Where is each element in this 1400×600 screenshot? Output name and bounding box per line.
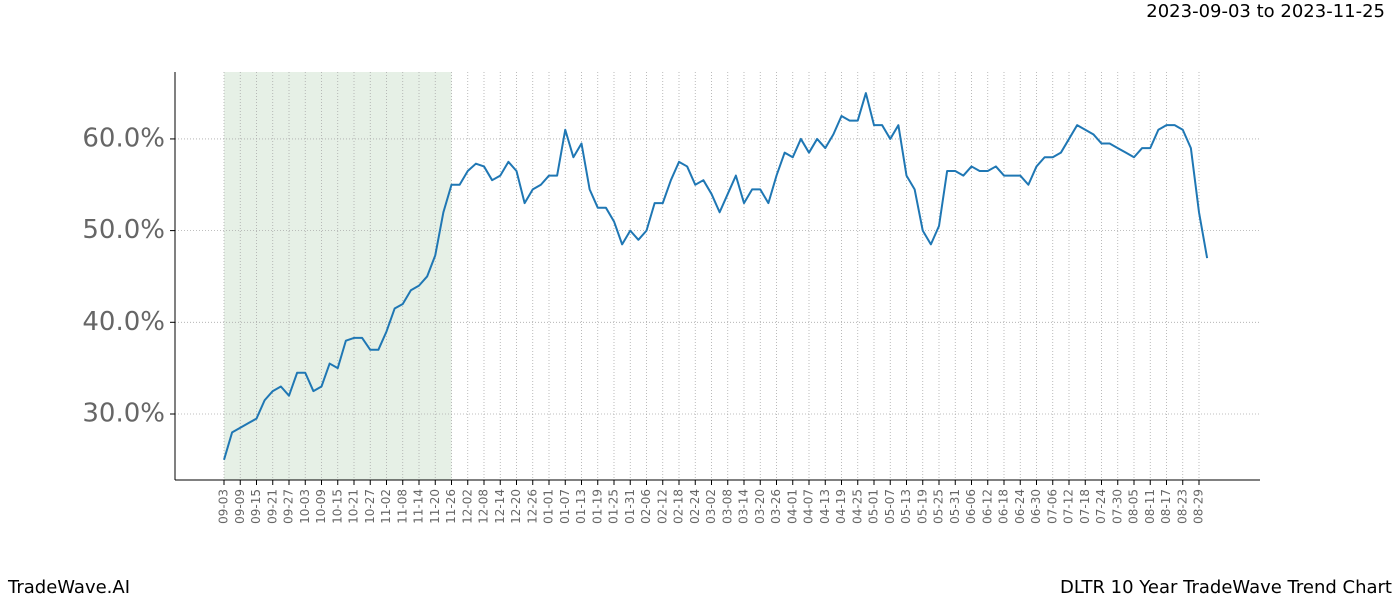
x-tick-label: 03-26 bbox=[769, 489, 783, 524]
series-line bbox=[223, 92, 1209, 461]
x-tick-label: 11-26 bbox=[444, 489, 458, 524]
x-tick-label: 03-20 bbox=[753, 489, 767, 524]
watermark: TradeWave.AI bbox=[7, 577, 130, 598]
x-tick-label: 10-21 bbox=[347, 489, 361, 524]
x-tick-label: 08-29 bbox=[1192, 489, 1206, 524]
x-tick-label: 08-05 bbox=[1127, 489, 1141, 524]
x-tick-label: 02-18 bbox=[672, 489, 686, 524]
x-tick-label: 06-06 bbox=[964, 489, 978, 524]
x-tick-label: 07-18 bbox=[1078, 489, 1092, 524]
x-tick-label: 01-25 bbox=[607, 489, 621, 524]
x-tick-label: 01-31 bbox=[623, 489, 637, 524]
x-tick-label: 02-06 bbox=[639, 489, 653, 524]
x-tick-label: 02-24 bbox=[688, 489, 702, 524]
x-tick-label: 05-07 bbox=[883, 489, 897, 524]
x-tick-label: 04-07 bbox=[802, 489, 816, 524]
x-tick-label: 03-02 bbox=[704, 489, 718, 524]
x-tick-label: 04-19 bbox=[834, 489, 848, 524]
x-tick-label: 03-14 bbox=[737, 489, 751, 524]
x-tick-label: 08-23 bbox=[1175, 489, 1189, 524]
x-tick-label: 11-02 bbox=[379, 489, 393, 524]
chart-title: DLTR 10 Year TradeWave Trend Chart bbox=[1060, 577, 1392, 598]
x-tick-label: 11-14 bbox=[412, 489, 426, 524]
x-tick-label: 12-26 bbox=[525, 489, 539, 524]
x-tick-label: 04-13 bbox=[818, 489, 832, 524]
x-tick-label: 08-11 bbox=[1143, 489, 1157, 524]
x-tick-label: 04-01 bbox=[785, 489, 799, 524]
x-tick-label: 01-01 bbox=[542, 489, 556, 524]
x-tick-label: 01-13 bbox=[574, 489, 588, 524]
y-tick-label: 60.0% bbox=[82, 123, 165, 153]
x-tick-label: 12-08 bbox=[477, 489, 491, 524]
x-tick-label: 08-17 bbox=[1159, 489, 1173, 524]
x-tick-label: 06-30 bbox=[1029, 489, 1043, 524]
x-tick-label: 06-18 bbox=[997, 489, 1011, 524]
x-tick-label: 03-08 bbox=[720, 489, 734, 524]
x-tick-label: 05-13 bbox=[899, 489, 913, 524]
x-tick-label: 12-20 bbox=[509, 489, 523, 524]
x-tick-label: 06-24 bbox=[1013, 489, 1027, 524]
y-tick-label: 50.0% bbox=[82, 215, 165, 245]
x-tick-label: 05-01 bbox=[867, 489, 881, 524]
x-tick-label: 11-20 bbox=[428, 489, 442, 524]
x-tick-label: 09-21 bbox=[265, 489, 279, 524]
x-tick-label: 09-09 bbox=[233, 489, 247, 524]
x-tick-label: 12-14 bbox=[493, 489, 507, 524]
x-tick-label: 11-08 bbox=[395, 489, 409, 524]
x-tick-label: 10-09 bbox=[314, 489, 328, 524]
x-tick-label: 06-12 bbox=[980, 489, 994, 524]
x-tick-label: 05-19 bbox=[915, 489, 929, 524]
x-tick-label: 04-25 bbox=[850, 489, 864, 524]
x-tick-label: 09-27 bbox=[282, 489, 296, 524]
x-tick-label: 05-31 bbox=[948, 489, 962, 524]
x-tick-label: 07-24 bbox=[1094, 489, 1108, 524]
x-tick-label: 02-12 bbox=[655, 489, 669, 524]
x-tick-label: 10-03 bbox=[298, 489, 312, 524]
x-tick-label: 07-06 bbox=[1045, 489, 1059, 524]
x-tick-label: 01-07 bbox=[558, 489, 572, 524]
date-range: 2023-09-03 to 2023-11-25 bbox=[1146, 1, 1385, 22]
y-tick-label: 40.0% bbox=[82, 307, 165, 337]
x-tick-label: 07-30 bbox=[1110, 489, 1124, 524]
x-tick-label: 10-15 bbox=[330, 489, 344, 524]
x-tick-label: 07-12 bbox=[1062, 489, 1076, 524]
x-tick-label: 09-15 bbox=[249, 489, 263, 524]
x-tick-label: 05-25 bbox=[932, 489, 946, 524]
y-tick-label: 30.0% bbox=[82, 398, 165, 428]
x-tick-label: 12-02 bbox=[460, 489, 474, 524]
x-tick-label: 01-19 bbox=[590, 489, 604, 524]
x-tick-label: 10-27 bbox=[363, 489, 377, 524]
x-tick-label: 09-03 bbox=[217, 489, 231, 524]
